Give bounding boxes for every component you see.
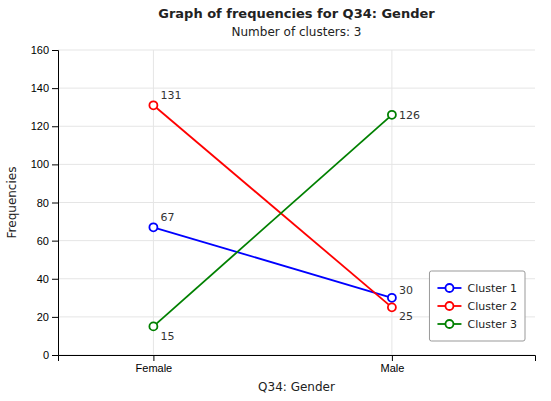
series-line	[153, 227, 392, 298]
y-tick: 120	[31, 120, 58, 132]
legend-label: Cluster 1	[467, 282, 517, 295]
y-tick-label: 80	[37, 197, 49, 209]
x-tick-mark	[153, 355, 154, 361]
y-tick-mark	[52, 241, 58, 242]
grid-line-y	[58, 164, 535, 165]
y-tick-label: 120	[31, 120, 49, 132]
y-tick-mark	[52, 88, 58, 89]
y-tick-label: 100	[31, 158, 49, 170]
grid-line-y	[58, 126, 535, 127]
x-tick: Male	[380, 355, 404, 374]
y-tick-label: 40	[37, 273, 49, 285]
point-marker[interactable]	[149, 322, 157, 330]
data-label: 67	[160, 211, 174, 224]
marks	[149, 101, 396, 330]
y-tick-mark	[52, 355, 58, 356]
y-tick-label: 20	[37, 311, 49, 323]
y-tick-label: 0	[43, 349, 49, 361]
point-marker[interactable]	[388, 111, 396, 119]
point-marker[interactable]	[388, 294, 396, 302]
x-tick-mark	[392, 355, 393, 361]
y-tick-mark	[52, 126, 58, 127]
grid-line-x	[153, 50, 154, 355]
grid-line-y	[58, 240, 535, 241]
legend-marker	[445, 284, 453, 292]
x-tick-label: Female	[136, 362, 173, 374]
y-tick: 60	[37, 235, 58, 247]
data-labels: 67 30 131 25 15 126	[160, 89, 420, 343]
y-tick: 20	[37, 311, 58, 323]
y-tick-mark	[52, 50, 58, 51]
chart-subtitle: Number of clusters: 3	[232, 25, 362, 39]
data-label: 25	[399, 310, 413, 323]
grid-line-y	[58, 50, 535, 51]
y-axis-title: Frequencies	[5, 167, 19, 239]
chart-title: Graph of frequencies for Q34: Gender	[158, 6, 435, 21]
series-line	[153, 105, 392, 307]
y-tick: 160	[31, 44, 58, 56]
y-tick: 140	[31, 82, 58, 94]
legend-box	[429, 271, 525, 341]
y-tick-mark	[52, 164, 58, 165]
y-tick: 100	[31, 158, 58, 170]
x-axis-title: Q34: Gender	[258, 380, 335, 394]
data-label: 30	[399, 284, 413, 297]
y-tick-label: 140	[31, 82, 49, 94]
y-tick: 80	[37, 197, 58, 209]
point-marker[interactable]	[388, 303, 396, 311]
y-tick-label: 60	[37, 235, 49, 247]
point-marker[interactable]	[149, 223, 157, 231]
y-tick-mark	[52, 203, 58, 204]
y-tick-mark	[52, 279, 58, 280]
plot-area: 0 20 40 60 80 100 120 140 160 Female Male 67 30 131 25…	[31, 44, 536, 374]
legend-label: Cluster 2	[467, 300, 517, 313]
grid	[58, 50, 535, 355]
y-tick-label: 160	[31, 44, 49, 56]
grid-line-y	[58, 202, 535, 203]
legend-marker	[445, 320, 453, 328]
series-line	[153, 115, 392, 327]
data-label: 131	[160, 89, 181, 102]
grid-line-y	[58, 88, 535, 89]
y-tick-mark	[52, 317, 58, 318]
x-axis: Female Male	[59, 355, 536, 374]
legend-marker	[445, 302, 453, 310]
y-tick: 40	[37, 273, 58, 285]
chart: 0 20 40 60 80 100 120 140 160 Female Male 67 30 131 25…	[0, 0, 551, 401]
y-axis-line	[52, 51, 59, 356]
legend-label: Cluster 3	[467, 318, 517, 331]
point-marker[interactable]	[149, 101, 157, 109]
legend: Cluster 1 Cluster 2 Cluster 3	[429, 271, 525, 341]
data-label: 126	[399, 109, 420, 122]
data-label: 15	[160, 330, 174, 343]
y-tick: 0	[43, 349, 58, 361]
x-tick-label: Male	[380, 362, 404, 374]
x-axis-line	[59, 356, 536, 362]
x-tick: Female	[136, 355, 173, 374]
y-axis: 0 20 40 60 80 100 120 140 160	[31, 44, 59, 361]
